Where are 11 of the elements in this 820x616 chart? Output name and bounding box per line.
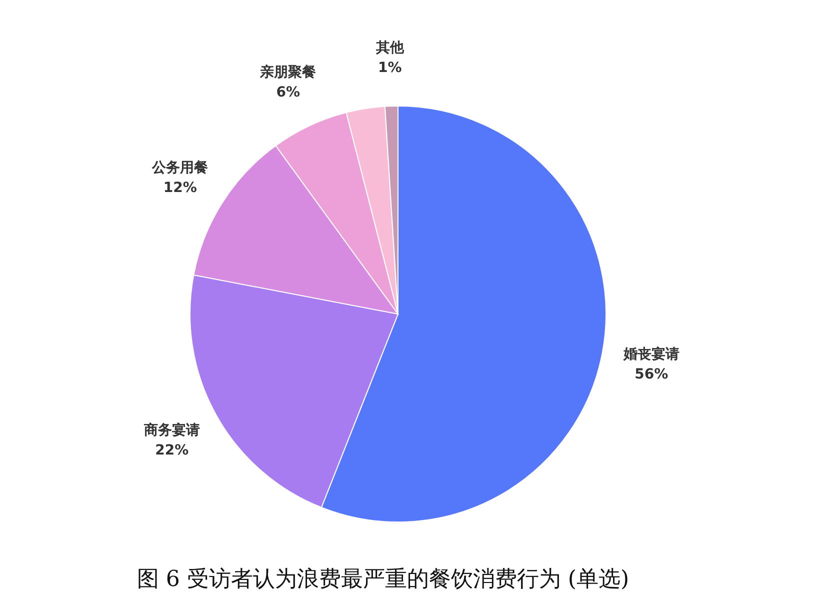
- slice-label: 商务宴请: [142, 421, 200, 438]
- data-label: 6%: [276, 84, 300, 101]
- slice-label: 其他: [374, 40, 405, 56]
- data-label: 56%: [634, 366, 668, 382]
- slice-label: 亲朋聚餐: [259, 64, 316, 81]
- slice-label: 婚丧宴请: [622, 345, 680, 362]
- text: 图 6 受访者认为浪费最严重的餐饮消费行为 (单选): [136, 567, 630, 592]
- data-label: 12%: [163, 180, 197, 196]
- data-label: 22%: [155, 442, 189, 458]
- data-label: 1%: [378, 60, 402, 76]
- slice-label: 公务用餐: [151, 160, 208, 176]
